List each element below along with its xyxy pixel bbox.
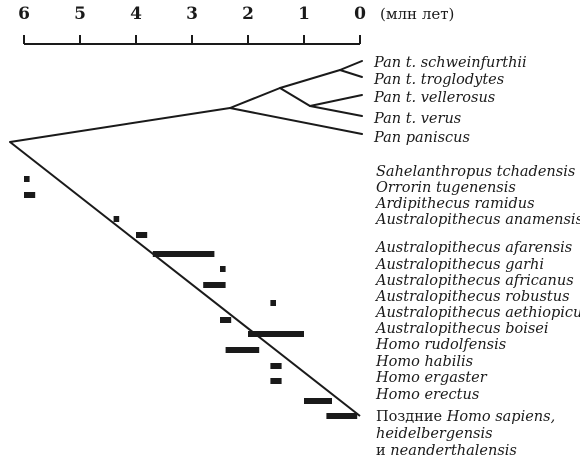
fossil-range-bar	[326, 413, 358, 419]
fossil-range-bar	[248, 331, 304, 337]
hominin-taxon-label: Australopithecus africanus	[374, 273, 574, 289]
hominin-taxon-label: Homo rudolfensis	[375, 337, 506, 353]
pan-taxon-label: Pan t. schweinfurthii	[373, 55, 527, 71]
fossil-range-bar	[225, 347, 260, 353]
pan-taxon-label: Pan t. troglodytes	[373, 72, 504, 88]
fossil-range-bar	[152, 251, 215, 257]
axis-tick-label: 4	[130, 4, 142, 24]
pan-t-west-branch	[279, 87, 311, 107]
axis-tick-label: 1	[298, 4, 310, 24]
axis-tick-label: 3	[186, 4, 198, 24]
axis-tick-label: 6	[18, 4, 30, 24]
pan-clade-tree	[9, 60, 363, 143]
fossil-range-bar	[220, 317, 232, 323]
pan-stem-branch	[9, 107, 231, 143]
axis-tick-label: 2	[242, 4, 254, 24]
fossil-range-bar	[304, 398, 332, 404]
pan-taxon-label: Pan paniscus	[373, 130, 470, 146]
hominin-taxon-label: Australopithecus garhi	[374, 257, 544, 273]
fossil-range-bar	[136, 232, 148, 238]
pan-t-vellerosus-branch	[309, 94, 363, 107]
hominin-taxon-label: Homo erectus	[375, 387, 479, 403]
fossil-range-bar	[24, 192, 36, 198]
late-homo-label-line2: heidelbergensis	[376, 426, 493, 442]
axis-tick-label: 0	[354, 4, 366, 24]
hominin-taxon-label: Homo habilis	[375, 354, 473, 370]
hominin-taxon-label: Australopithecus afarensis	[374, 240, 572, 256]
hominin-lineage-line	[9, 141, 361, 417]
time-unit-label: (млн лет)	[380, 5, 454, 23]
hominin-taxon-label: Australopithecus robustus	[374, 289, 570, 305]
fossil-range-bar	[24, 176, 30, 182]
fossil-range-bar	[270, 363, 282, 369]
fossil-range-bar	[270, 378, 282, 384]
pan-paniscus-branch	[229, 107, 363, 135]
time-axis: 6 5 4 3 2 1 0 (млн лет)	[18, 4, 454, 45]
hominin-taxon-label: Australopithecus aethiopicus	[374, 305, 580, 321]
hominin-taxon-label: Ardipithecus ramidus	[374, 196, 535, 212]
pan-t-troglodytes-branch	[339, 69, 363, 78]
hominin-taxon-label: Australopithecus boisei	[374, 321, 549, 337]
hominin-taxon-label: Homo ergaster	[375, 370, 488, 386]
pan-troglodytes-branch	[229, 87, 281, 109]
pan-t-schweinfurthii-branch	[339, 60, 363, 71]
late-homo-label: Поздние Homo sapiens, heidelbergensis и …	[376, 409, 555, 459]
fossil-range-bar	[270, 300, 276, 306]
fossil-range-bar	[113, 216, 120, 222]
axis-tick-label: 5	[74, 4, 86, 24]
late-homo-label-line3: и neanderthalensis	[376, 443, 517, 459]
hominin-taxon-label: Australopithecus anamensis	[374, 212, 580, 228]
pan-taxon-label: Pan t. verus	[373, 111, 461, 127]
hominin-taxon-label: Orrorin tugenensis	[376, 180, 516, 196]
fossil-range-bar	[220, 266, 226, 272]
fossil-range-bar	[203, 282, 226, 288]
pan-taxon-label: Pan t. vellerosus	[373, 90, 495, 106]
pan-t-east-west-branch	[279, 69, 341, 89]
hominin-taxon-label: Sahelanthropus tchadensis	[376, 164, 575, 180]
time-axis-ticks: 6 5 4 3 2 1 0	[18, 4, 366, 44]
pan-t-verus-branch	[309, 105, 363, 117]
fossil-range-bars	[24, 176, 358, 419]
late-homo-label-line1: Поздние Homo sapiens,	[376, 409, 555, 425]
